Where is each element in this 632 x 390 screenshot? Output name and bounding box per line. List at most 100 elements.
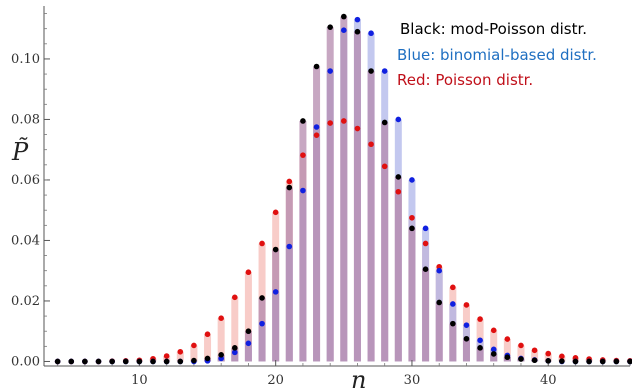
red-poisson-point (218, 315, 224, 322)
red-poisson-bar (231, 297, 239, 362)
red-poisson-bar (176, 351, 184, 362)
black-mod-poisson-point (82, 358, 88, 365)
black-mod-poisson-point (477, 345, 483, 351)
axes: 0.00 0.02 0.04 0.06 0.08 0.10 10 20 30 40 (11, 6, 631, 388)
black-mod-poisson-point (627, 358, 632, 365)
black-mod-poisson-bar (476, 347, 484, 362)
black-mod-poisson-bar (422, 269, 430, 362)
black-mod-poisson-point (586, 358, 592, 365)
legend: Black: mod-Poisson distr. Blue: binomial… (397, 20, 597, 89)
red-poisson-point (559, 353, 565, 360)
red-poisson-bar (204, 334, 212, 362)
blue-binomial-point (259, 320, 265, 327)
black-mod-poisson-point (68, 358, 75, 365)
blue-binomial-point (341, 27, 347, 34)
black-mod-poisson-point (136, 358, 143, 365)
blue-binomial-point (272, 289, 279, 295)
black-mod-poisson-bar (340, 16, 348, 362)
red-poisson-point (313, 132, 320, 138)
red-poisson-point (490, 327, 497, 334)
black-mod-poisson-point (381, 119, 388, 126)
black-mod-poisson-point (341, 13, 347, 20)
black-mod-poisson-point (286, 184, 293, 191)
black-mod-poisson-point (599, 358, 606, 365)
black-mod-poisson-point (463, 335, 470, 342)
black-mod-poisson-point (150, 358, 156, 365)
x-tick-label: 10 (131, 373, 148, 388)
red-poisson-point (177, 348, 184, 355)
black-mod-poisson-bar (490, 353, 498, 362)
blue-binomial-point (231, 349, 238, 356)
red-poisson-bar (503, 339, 511, 362)
blue-binomial-point (409, 177, 415, 183)
black-mod-poisson-point (613, 358, 620, 365)
black-mod-poisson-point (545, 358, 552, 364)
black-mod-poisson-bar (313, 66, 321, 362)
black-mod-poisson-bar (394, 176, 402, 362)
black-mod-poisson-bar (326, 27, 334, 362)
black-mod-poisson-bar (258, 297, 266, 362)
red-poisson-point (477, 316, 483, 322)
black-mod-poisson-point (300, 118, 306, 124)
x-tick-label: 20 (267, 373, 284, 388)
blue-binomial-point (381, 68, 388, 74)
legend-entry-black: Black: mod-Poisson distr. (400, 20, 587, 38)
red-poisson-bar (490, 330, 498, 362)
red-poisson-point (409, 214, 415, 221)
black-mod-poisson-point (531, 357, 538, 364)
distribution-bars (122, 16, 632, 362)
black-mod-poisson-point (204, 355, 211, 362)
black-mod-poisson-point (572, 358, 579, 365)
black-mod-poisson-point (559, 358, 565, 364)
y-tick-label: 0.02 (11, 294, 40, 309)
black-mod-poisson-point (422, 266, 429, 272)
black-mod-poisson-point (368, 68, 374, 74)
blue-binomial-point (450, 301, 456, 307)
red-poisson-point (545, 350, 552, 357)
blue-binomial-point (245, 340, 252, 347)
black-mod-poisson-bar (435, 302, 443, 362)
red-poisson-bar (190, 345, 198, 362)
black-mod-poisson-point (95, 358, 102, 365)
black-mod-poisson-point (436, 299, 443, 306)
blue-binomial-point (327, 68, 333, 74)
red-poisson-point (518, 342, 524, 349)
black-mod-poisson-point (231, 345, 238, 351)
red-poisson-point (368, 141, 374, 148)
black-mod-poisson-bar (381, 122, 389, 362)
black-mod-poisson-point (395, 174, 402, 180)
red-poisson-point (395, 188, 402, 195)
legend-entry-red: Red: Poisson distr. (397, 71, 533, 89)
red-poisson-point (450, 284, 456, 291)
black-mod-poisson-bar (353, 31, 361, 362)
red-poisson-point (354, 125, 361, 132)
blue-binomial-point (395, 116, 402, 123)
legend-entry-blue: Blue: binomial-based distr. (397, 46, 597, 64)
red-poisson-point (531, 347, 538, 354)
black-mod-poisson-point (109, 358, 115, 365)
y-tick-label: 0.04 (11, 233, 40, 248)
black-mod-poisson-bar (367, 71, 375, 362)
y-axis-title: P̃ (11, 138, 29, 166)
red-poisson-bar (544, 353, 552, 362)
black-mod-poisson-point (54, 358, 61, 365)
black-mod-poisson-bar (408, 228, 416, 362)
red-poisson-point (381, 163, 388, 170)
red-poisson-point (191, 342, 197, 349)
black-mod-poisson-point (191, 357, 197, 364)
black-mod-poisson-point (245, 328, 252, 335)
black-mod-poisson-point (313, 63, 320, 70)
blue-binomial-point (286, 243, 293, 250)
red-poisson-point (245, 269, 252, 276)
black-mod-poisson-point (122, 358, 129, 365)
blue-binomial-point (354, 16, 361, 23)
red-poisson-bar (531, 350, 539, 362)
y-tick-label: 0.00 (11, 354, 40, 369)
black-mod-poisson-bar (299, 120, 307, 362)
data-points (54, 13, 632, 365)
black-mod-poisson-point (163, 358, 170, 365)
red-poisson-point (422, 240, 429, 247)
black-mod-poisson-bar (449, 323, 457, 362)
black-mod-poisson-point (409, 225, 415, 232)
